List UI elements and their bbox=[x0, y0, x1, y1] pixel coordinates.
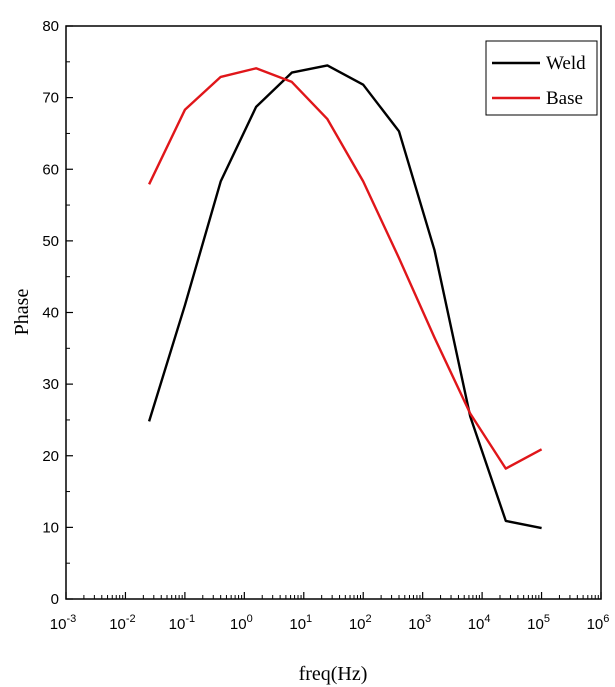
x-tick-label: 106 bbox=[587, 613, 610, 633]
axis-layer: 0 10 20 30 40 50 60 70 80 10-3 10-2 10-1 100 101 102 10… bbox=[42, 18, 609, 633]
y-tick-label: 10 bbox=[42, 519, 59, 536]
y-tick-label: 20 bbox=[42, 448, 59, 465]
x-tick-label: 103 bbox=[408, 613, 431, 633]
x-tick-label: 104 bbox=[468, 613, 491, 633]
y-tick-label: 70 bbox=[42, 90, 59, 107]
legend-box bbox=[485, 40, 598, 116]
series-line-base bbox=[148, 67, 543, 470]
series-line-weld bbox=[147, 64, 542, 530]
series-layer bbox=[147, 64, 543, 530]
x-tick-label: 101 bbox=[289, 613, 312, 633]
legend-label-weld: Weld bbox=[546, 53, 586, 74]
legend: Weld Base bbox=[485, 40, 598, 116]
x-axis-title: freq(Hz) bbox=[299, 663, 368, 685]
legend-label-base: Base bbox=[546, 88, 583, 109]
y-tick-label: 40 bbox=[42, 305, 59, 322]
y-tick-label: 60 bbox=[42, 161, 59, 178]
x-tick-label: 102 bbox=[349, 613, 372, 633]
x-tick-label: 10-2 bbox=[109, 613, 135, 633]
y-tick-label: 50 bbox=[42, 233, 59, 250]
x-tick-label: 10-3 bbox=[50, 613, 76, 633]
y-tick-label: 80 bbox=[42, 18, 59, 35]
y-tick-label: 0 bbox=[51, 591, 59, 608]
x-tick-label: 105 bbox=[527, 613, 550, 633]
y-axis-title: Phase bbox=[11, 289, 33, 336]
x-tick-label: 100 bbox=[230, 613, 253, 633]
y-tick-label: 30 bbox=[42, 376, 59, 393]
x-tick-label: 10-1 bbox=[169, 613, 195, 633]
